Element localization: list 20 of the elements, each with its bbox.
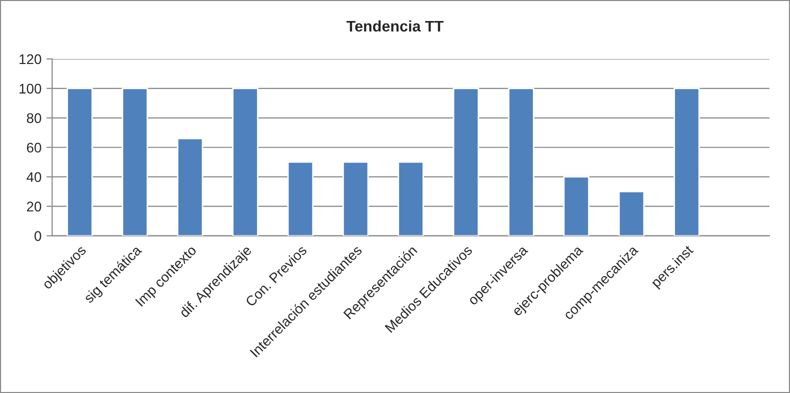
bar: [66, 88, 93, 236]
bar: [618, 190, 645, 236]
bar: [342, 161, 369, 236]
y-tick-label: 120: [20, 54, 42, 64]
bar: [232, 88, 258, 236]
y-tick-label: 100: [20, 84, 42, 94]
y-tick-label: 20: [26, 202, 42, 212]
bar: [674, 88, 700, 236]
y-tick-label: 60: [26, 142, 42, 153]
bar: [563, 176, 590, 236]
bar: [398, 161, 424, 236]
y-tick-label: 0: [34, 231, 42, 241]
y-tick-label: 80: [26, 113, 42, 124]
bar: [122, 88, 148, 236]
bar: [176, 138, 204, 236]
y-tick-label: 40: [26, 172, 42, 182]
bar: [287, 161, 314, 236]
chart-title: Tendencia TT: [346, 20, 444, 32]
bar: [508, 88, 534, 236]
bar: [452, 88, 480, 236]
